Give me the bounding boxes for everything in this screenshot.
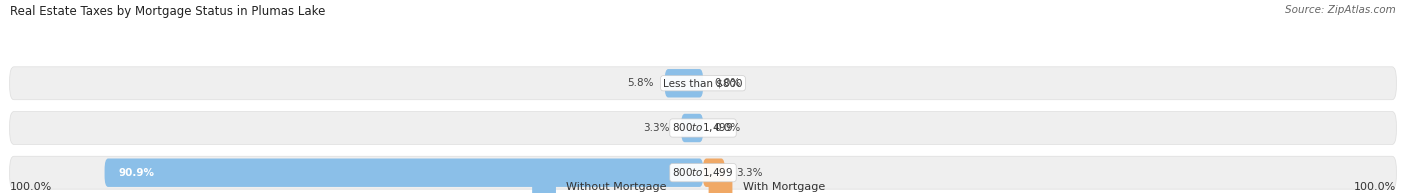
Text: $800 to $1,499: $800 to $1,499 <box>672 166 734 179</box>
Text: 100.0%: 100.0% <box>10 182 52 192</box>
Text: Less than $800: Less than $800 <box>664 78 742 88</box>
Text: Without Mortgage: Without Mortgage <box>567 182 666 192</box>
Text: Source: ZipAtlas.com: Source: ZipAtlas.com <box>1285 5 1396 15</box>
Text: Real Estate Taxes by Mortgage Status in Plumas Lake: Real Estate Taxes by Mortgage Status in … <box>10 5 325 18</box>
Text: 3.3%: 3.3% <box>644 123 671 133</box>
Text: 90.9%: 90.9% <box>118 168 155 178</box>
Text: 3.3%: 3.3% <box>735 168 762 178</box>
Text: 0.0%: 0.0% <box>714 78 741 88</box>
Text: $800 to $1,499: $800 to $1,499 <box>672 122 734 134</box>
FancyBboxPatch shape <box>681 114 703 142</box>
Text: With Mortgage: With Mortgage <box>742 182 825 192</box>
Text: 5.8%: 5.8% <box>627 78 654 88</box>
FancyBboxPatch shape <box>531 179 555 196</box>
FancyBboxPatch shape <box>10 67 1396 100</box>
FancyBboxPatch shape <box>104 159 703 187</box>
Text: 100.0%: 100.0% <box>1354 182 1396 192</box>
FancyBboxPatch shape <box>10 112 1396 144</box>
FancyBboxPatch shape <box>709 179 733 196</box>
FancyBboxPatch shape <box>10 156 1396 189</box>
FancyBboxPatch shape <box>665 69 703 97</box>
FancyBboxPatch shape <box>703 159 725 187</box>
Text: 0.0%: 0.0% <box>714 123 741 133</box>
